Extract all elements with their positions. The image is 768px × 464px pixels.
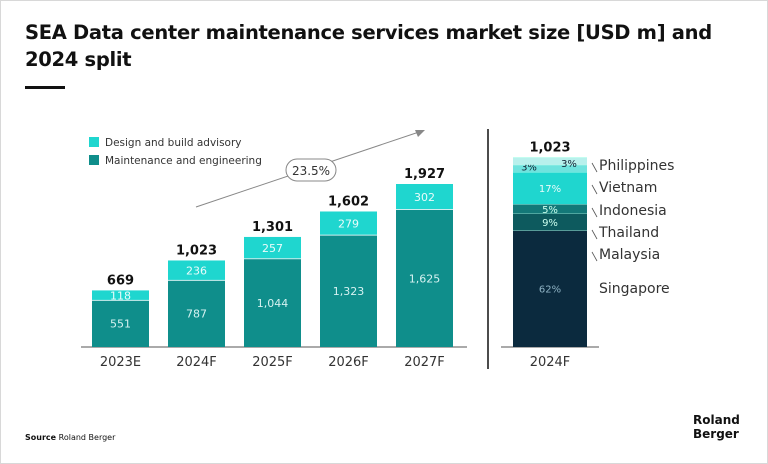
- value-label-design-2025F: 257: [262, 242, 283, 255]
- country-label-indonesia: Indonesia: [599, 203, 667, 219]
- country-label-singapore: Singapore: [599, 281, 670, 297]
- country-label-malaysia: Malaysia: [599, 247, 660, 263]
- x-tick-2026F: 2026F: [328, 355, 369, 370]
- bar-design-2025F: [244, 236, 301, 259]
- roland-berger-logo: Roland Berger: [693, 413, 740, 441]
- total-label-2024F: 1,023: [176, 243, 217, 258]
- segment-thailand: [513, 204, 587, 214]
- total-label-2026F: 1,602: [328, 194, 369, 209]
- segment-label-malaysia: 9%: [542, 218, 558, 229]
- leader-line-malaysia: [591, 251, 598, 262]
- bar-design-2026F: [320, 211, 377, 236]
- segment-malaysia: [513, 213, 587, 231]
- legend-label-maintenance: Maintenance and engineering: [105, 155, 262, 167]
- source-note: Source Roland Berger: [25, 433, 115, 442]
- source-text: Roland Berger: [58, 433, 116, 442]
- country-label-thailand: Thailand: [598, 225, 659, 241]
- total-label-2025F: 1,301: [252, 220, 293, 235]
- value-label-maintenance-2024F: 787: [186, 308, 207, 321]
- bar-design-2024F: [168, 260, 225, 281]
- segment-indonesia: [513, 172, 587, 205]
- bar-maintenance-2023E: [92, 300, 149, 347]
- cagr-arrowhead: [415, 130, 425, 137]
- bar-design-2023E: [92, 290, 149, 301]
- segment-singapore: [513, 230, 587, 347]
- value-label-design-2023E: 118: [110, 289, 131, 302]
- segment-label-thailand: 5%: [542, 205, 558, 216]
- leader-line-vietnam: [591, 184, 598, 195]
- segment-label-indonesia: 17%: [539, 184, 561, 195]
- bar-maintenance-2024F: [168, 280, 225, 347]
- x-tick-2024F: 2024F: [176, 355, 217, 370]
- value-label-design-2027F: 302: [414, 191, 435, 204]
- total-label-2027F: 1,927: [404, 167, 445, 182]
- cagr-bubble: [285, 158, 337, 182]
- segment-label-singapore: 62%: [539, 285, 561, 296]
- bar-design-2027F: [396, 184, 453, 210]
- legend-label-design: Design and build advisory: [105, 137, 242, 149]
- leader-line-thailand: [591, 229, 598, 240]
- segment-label-philippines: 3%: [561, 159, 577, 170]
- value-label-design-2026F: 279: [338, 217, 359, 230]
- total-label-split: 1,023: [529, 140, 570, 155]
- x-tick-2023E: 2023E: [100, 355, 141, 370]
- title-underline: [25, 86, 65, 89]
- bar-maintenance-2027F: [396, 209, 453, 347]
- bar-maintenance-2026F: [320, 235, 377, 347]
- value-label-maintenance-2027F: 1,625: [409, 272, 441, 285]
- value-label-maintenance-2023E: 551: [110, 318, 131, 331]
- leader-line-philippines: [591, 162, 598, 173]
- segment-philippines: [513, 157, 587, 165]
- source-label: Source: [25, 433, 57, 442]
- page-title: SEA Data center maintenance services mar…: [25, 21, 712, 71]
- total-label-2023E: 669: [107, 273, 134, 288]
- legend-swatch-maintenance: [89, 155, 99, 165]
- segment-label-vietnam: 3%: [521, 162, 537, 173]
- leader-line-indonesia: [591, 207, 598, 218]
- cagr-label: 23.5%: [292, 164, 330, 178]
- x-tick-split: 2024F: [530, 355, 571, 370]
- value-label-design-2024F: 236: [186, 264, 207, 277]
- x-tick-2025F: 2025F: [252, 355, 293, 370]
- segment-vietnam: [513, 164, 587, 173]
- bar-maintenance-2025F: [244, 258, 301, 347]
- value-label-maintenance-2026F: 1,323: [333, 285, 365, 298]
- value-label-maintenance-2025F: 1,044: [257, 297, 289, 310]
- legend-swatch-design: [89, 137, 99, 147]
- country-label-philippines: Philippines: [599, 158, 674, 174]
- x-tick-2027F: 2027F: [404, 355, 445, 370]
- country-label-vietnam: Vietnam: [599, 180, 657, 196]
